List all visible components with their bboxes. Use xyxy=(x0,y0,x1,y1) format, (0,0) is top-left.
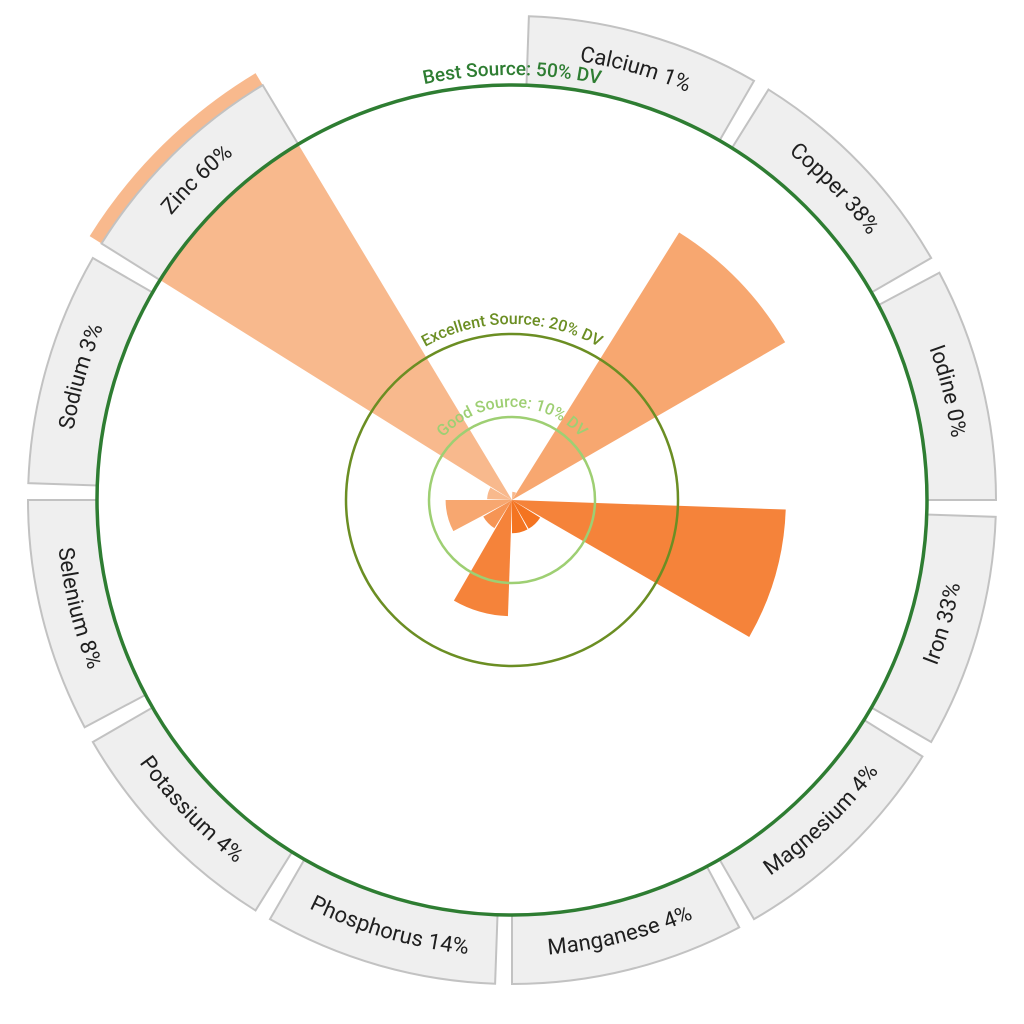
slice-iron xyxy=(512,500,786,637)
nutrient-radial-chart: Calcium 1%Copper 38%Iodine 0%Iron 33%Mag… xyxy=(0,0,1024,1024)
slice-copper xyxy=(512,233,785,500)
threshold-label-20: Excellent Source: 20% DV xyxy=(418,309,607,351)
